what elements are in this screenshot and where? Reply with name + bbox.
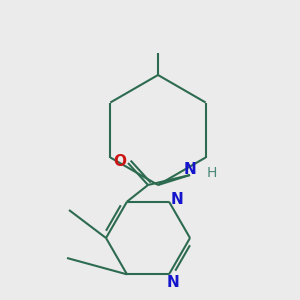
Text: H: H <box>207 166 217 180</box>
Text: N: N <box>184 161 196 176</box>
Text: N: N <box>167 275 179 290</box>
Text: N: N <box>171 192 183 207</box>
Text: O: O <box>113 154 127 169</box>
